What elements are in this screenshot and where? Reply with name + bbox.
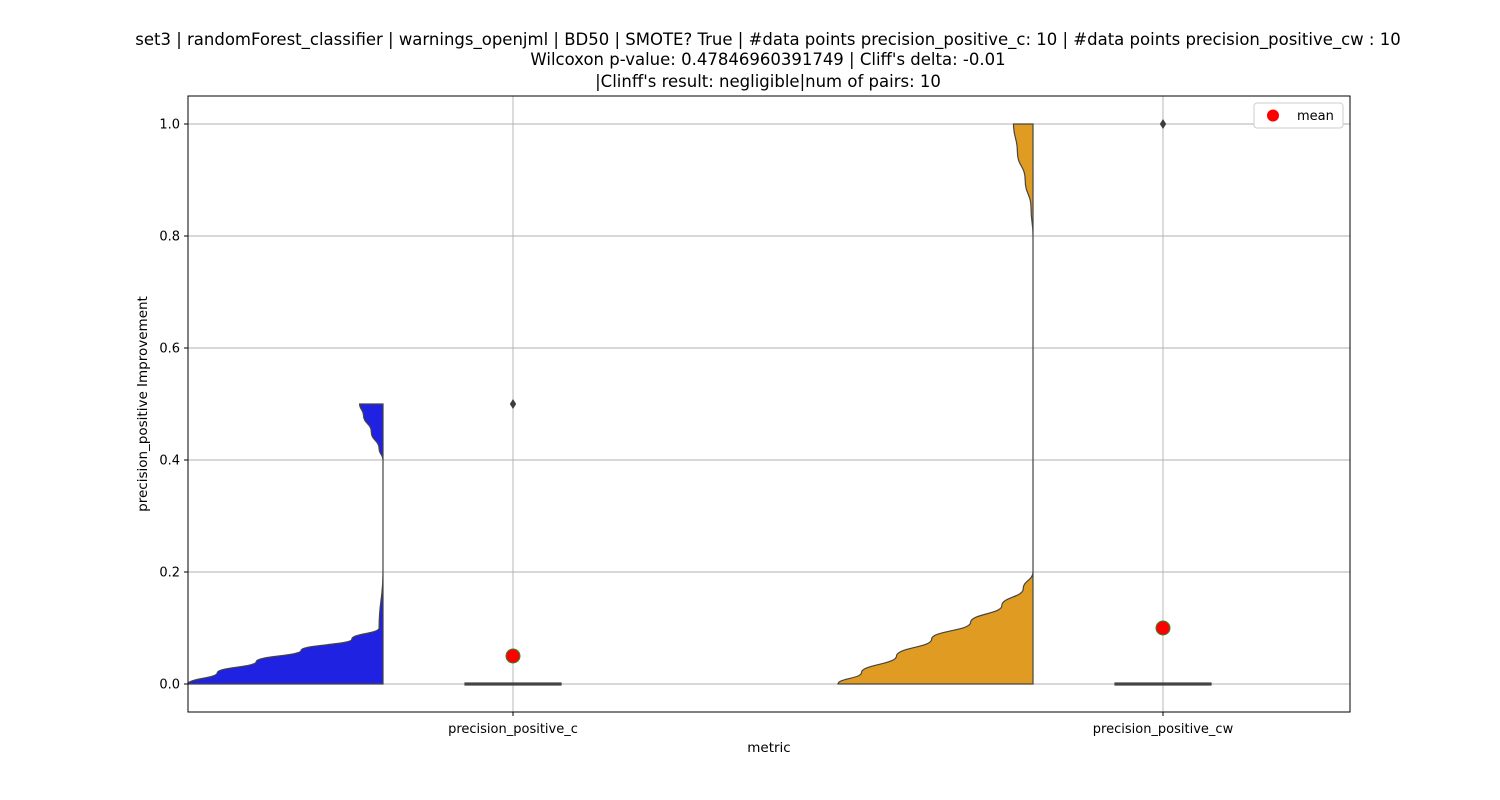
chart-title-line-3: |Clinff's result: negligible|num of pair… — [595, 72, 941, 91]
y-tick-label: 0.4 — [159, 454, 180, 469]
y-axis-label: precision_positive Improvement — [135, 296, 151, 512]
violin-precision_positive_c — [187, 403, 384, 685]
legend[interactable]: mean — [1253, 102, 1344, 129]
mean-precision_positive_cw — [1155, 620, 1171, 636]
chart-title-line-2: Wilcoxon p-value: 0.47846960391749 | Cli… — [530, 50, 1006, 69]
plot-frame — [187, 95, 1351, 713]
y-tick-label: 0.0 — [159, 678, 180, 693]
legend-box — [1253, 102, 1344, 129]
y-tick-label: 0.2 — [159, 566, 180, 581]
axis-ticks: 0.0 0.2 0.4 0.6 0.8 1.0 precision_positive_c pr… — [159, 118, 1233, 738]
x-tick-label: precision_positive_cw — [1093, 722, 1234, 737]
chart-marks — [187, 119, 1212, 686]
chart-title-line-1: set3 | randomForest_classifier | warning… — [135, 30, 1401, 49]
legend-mean-marker — [1267, 109, 1279, 122]
x-tick-label: precision_positive_c — [448, 722, 578, 737]
legend-mean-label: mean — [1297, 109, 1334, 124]
x-axis-label: metric — [747, 740, 790, 756]
violin-precision_positive_cw — [837, 123, 1034, 685]
outlier-precision_positive_cw — [1159, 119, 1167, 129]
outlier-precision_positive_c — [509, 399, 517, 409]
y-tick-label: 0.6 — [159, 342, 180, 357]
mean-precision_positive_c — [505, 648, 521, 664]
y-tick-label: 1.0 — [159, 118, 180, 133]
y-tick-label: 0.8 — [159, 230, 180, 245]
